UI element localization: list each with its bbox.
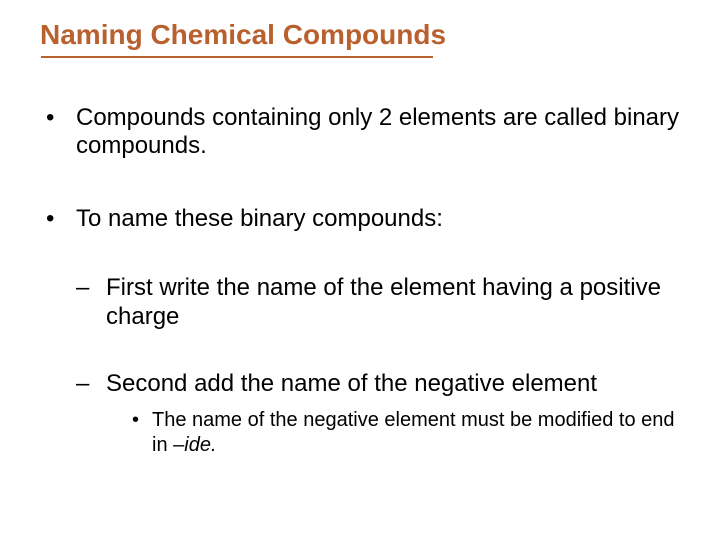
subsub-bullet-list: The name of the negative element must be… bbox=[132, 408, 680, 458]
title-underline bbox=[41, 56, 433, 58]
subsub-bullet-item: The name of the negative element must be… bbox=[132, 408, 680, 458]
sub-bullet-text: Second add the name of the negative elem… bbox=[106, 370, 597, 397]
bullet-item: Compounds containing only 2 elements are… bbox=[40, 104, 680, 162]
bullet-item: To name these binary compounds: First wr… bbox=[40, 205, 680, 458]
bullet-list: Compounds containing only 2 elements are… bbox=[40, 104, 680, 459]
bullet-text: To name these binary compounds: bbox=[76, 205, 443, 232]
sub-bullet-item: First write the name of the element havi… bbox=[76, 274, 680, 332]
subsub-bullet-italic: –ide. bbox=[173, 434, 216, 456]
sub-bullet-list: First write the name of the element havi… bbox=[76, 274, 680, 458]
slide-title: Naming Chemical Compounds bbox=[40, 18, 680, 52]
subsub-bullet-prefix: The name of the negative element must be… bbox=[152, 409, 675, 456]
sub-bullet-item: Second add the name of the negative elem… bbox=[76, 370, 680, 459]
bullet-text: Compounds containing only 2 elements are… bbox=[76, 104, 679, 160]
sub-bullet-text: First write the name of the element havi… bbox=[106, 274, 661, 330]
slide: Naming Chemical Compounds Compounds cont… bbox=[0, 0, 720, 540]
